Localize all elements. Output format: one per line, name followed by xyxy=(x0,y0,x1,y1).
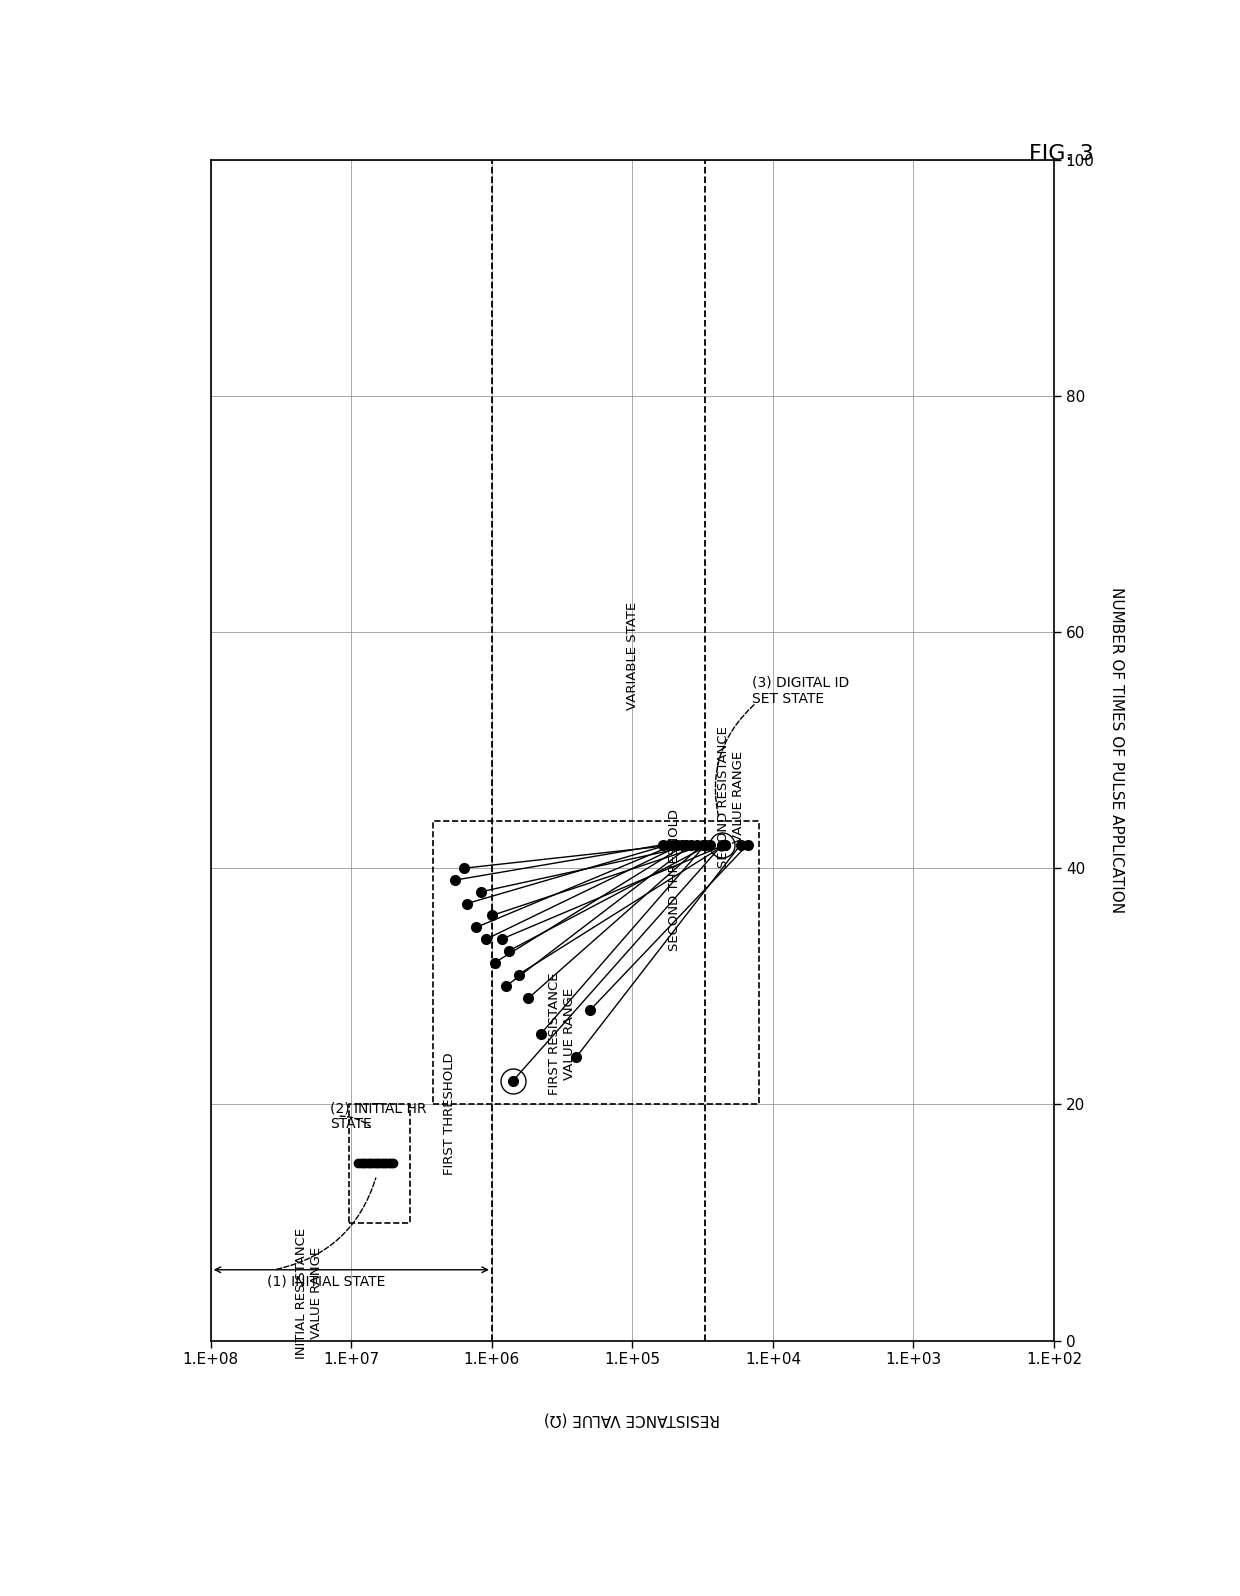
Text: (3) DIGITAL ID
SET STATE: (3) DIGITAL ID SET STATE xyxy=(751,677,849,705)
Text: FIRST RESISTANCE
VALUE RANGE: FIRST RESISTANCE VALUE RANGE xyxy=(548,972,577,1095)
Y-axis label: NUMBER OF TIMES OF PULSE APPLICATION: NUMBER OF TIMES OF PULSE APPLICATION xyxy=(1109,587,1123,913)
Text: FIRST THRESHOLD: FIRST THRESHOLD xyxy=(443,1053,456,1175)
Text: (2) INITIAL HR
STATE: (2) INITIAL HR STATE xyxy=(330,1101,427,1132)
Text: SECOND RESISTANCE
VALUE RANGE: SECOND RESISTANCE VALUE RANGE xyxy=(717,726,745,868)
Text: SECOND THRESHOLD: SECOND THRESHOLD xyxy=(668,809,681,951)
X-axis label: RESISTANCE VALUE (Ω): RESISTANCE VALUE (Ω) xyxy=(544,1411,720,1427)
Text: VARIABLE STATE: VARIABLE STATE xyxy=(626,602,639,710)
Text: INITIAL RESISTANCE
VALUE RANGE: INITIAL RESISTANCE VALUE RANGE xyxy=(295,1227,324,1358)
Text: (1) INITIAL STATE: (1) INITIAL STATE xyxy=(267,1275,386,1288)
Text: FIG. 3: FIG. 3 xyxy=(1029,144,1094,164)
